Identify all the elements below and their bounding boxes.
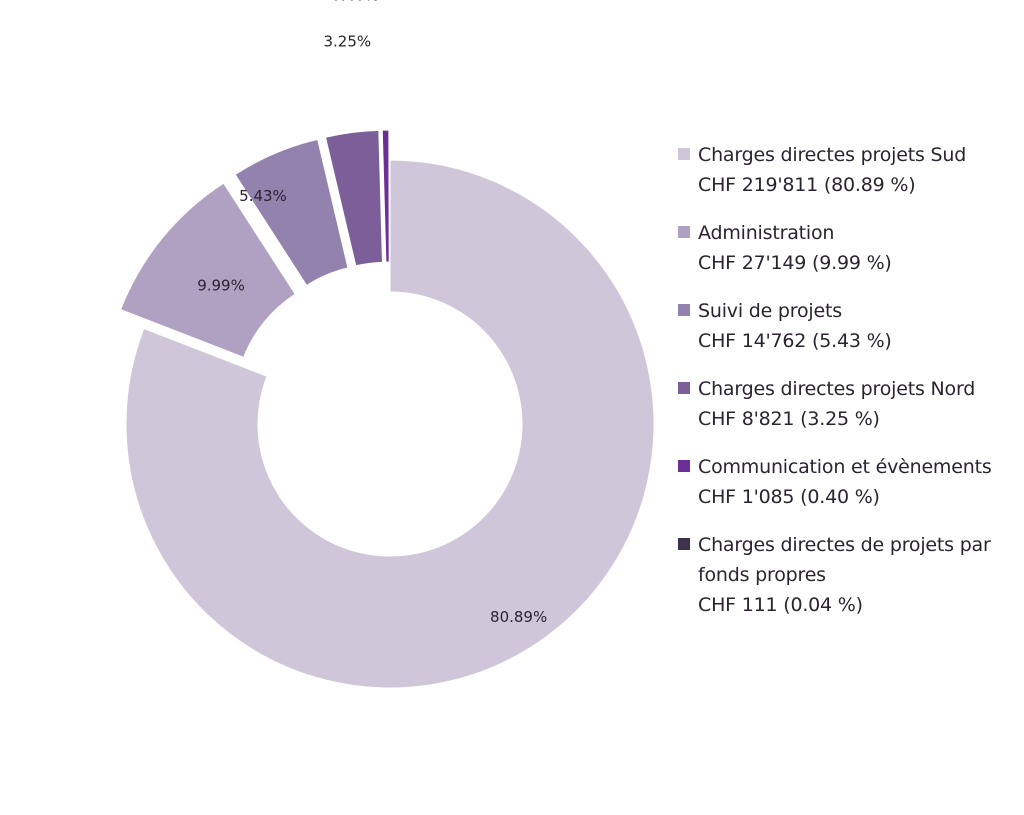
legend-label: Suivi de projets xyxy=(698,300,842,322)
legend-value: CHF 219'811 (80.89 %) xyxy=(698,174,916,196)
slice-label-5: 0.40% xyxy=(331,0,379,5)
slice-label-3: 5.43% xyxy=(239,187,287,205)
legend-value: CHF 111 (0.04 %) xyxy=(698,594,863,616)
slice-1 xyxy=(125,159,655,689)
legend-value: CHF 8'821 (3.25 %) xyxy=(698,408,880,430)
legend-item-1: Charges directes projets Sud CHF 219'811 … xyxy=(678,140,1018,200)
legend: Charges directes projets Sud CHF 219'811 … xyxy=(678,140,1018,620)
slices-group xyxy=(119,129,655,689)
slice-6 xyxy=(388,129,391,263)
slice-label-4: 3.25% xyxy=(324,32,372,50)
slice-2 xyxy=(119,182,296,358)
legend-value: CHF 27'149 (9.99 %) xyxy=(698,252,892,274)
legend-item-6: Charges directes de projets par fonds pr… xyxy=(678,530,1018,620)
legend-label: Charges directes projets Nord xyxy=(698,378,976,400)
legend-item-4: Charges directes projets Nord CHF 8'821 (… xyxy=(678,374,1018,434)
legend-swatch xyxy=(678,460,690,472)
labels-group: 80.89%9.99%5.43%3.25%0.40%0.04% xyxy=(197,0,547,626)
legend-label: Charges directes projets Sud xyxy=(698,144,967,166)
legend-item-2: Administration CHF 27'149 (9.99 %) xyxy=(678,218,1018,278)
slice-3 xyxy=(234,138,349,287)
slice-label-2: 9.99% xyxy=(197,277,245,295)
legend-swatch xyxy=(678,304,690,316)
legend-label: Charges directes de projets par fonds pr… xyxy=(698,534,991,586)
legend-label: Administration xyxy=(698,222,835,244)
legend-item-3: Suivi de projets CHF 14'762 (5.43 %) xyxy=(678,296,1018,356)
legend-value: CHF 1'085 (0.40 %) xyxy=(698,486,880,508)
slice-4 xyxy=(324,129,383,267)
legend-item-5: Communication et évènements CHF 1'085 (0.… xyxy=(678,452,1018,512)
slice-5 xyxy=(381,129,390,263)
slice-label-1: 80.89% xyxy=(490,608,547,626)
legend-value: CHF 14'762 (5.43 %) xyxy=(698,330,892,352)
legend-swatch xyxy=(678,148,690,160)
legend-swatch xyxy=(678,382,690,394)
legend-swatch xyxy=(678,538,690,550)
legend-swatch xyxy=(678,226,690,238)
legend-label: Communication et évènements xyxy=(698,456,992,478)
